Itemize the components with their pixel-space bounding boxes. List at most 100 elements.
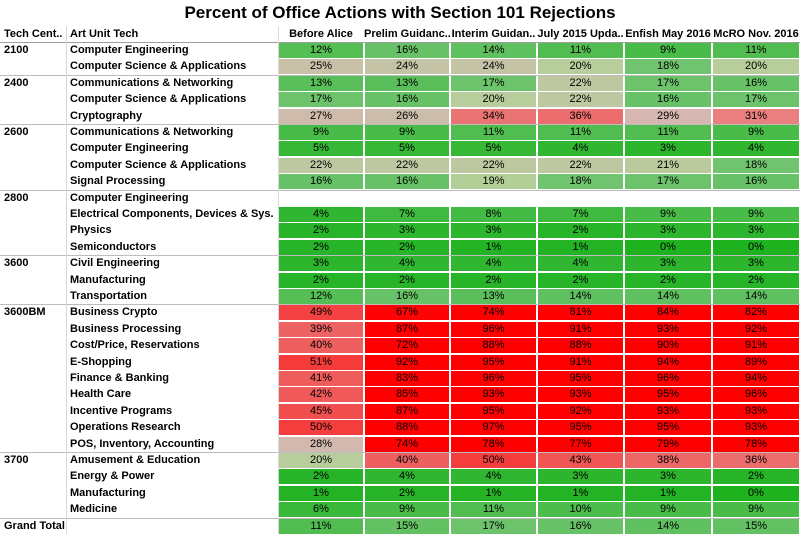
column-header: Enfish May 2016 xyxy=(625,28,711,40)
heatmap-cell xyxy=(625,190,711,206)
art-unit-label: Physics xyxy=(70,224,112,237)
heatmap-cell: 9% xyxy=(713,125,799,140)
group-divider xyxy=(0,255,800,257)
group-divider xyxy=(0,452,800,453)
heatmap-cell: 12% xyxy=(279,43,363,58)
heatmap-cell: 36% xyxy=(538,108,623,124)
heatmap-cell xyxy=(365,190,449,206)
heatmap-cell: 4% xyxy=(451,469,536,485)
heatmap-cell: 10% xyxy=(538,502,623,518)
heatmap-cell: 22% xyxy=(279,157,363,173)
tech-center-label: 2400 xyxy=(4,76,29,89)
tech-center-label: 2800 xyxy=(4,191,29,204)
heatmap-cell: 3% xyxy=(279,256,363,272)
heatmap-cell: 95% xyxy=(538,420,623,436)
heatmap-cell: 92% xyxy=(365,354,449,370)
art-unit-label: E-Shopping xyxy=(70,355,132,368)
heatmap-cell: 20% xyxy=(538,59,623,75)
heatmap-cell: 3% xyxy=(538,469,623,485)
heatmap-cell: 11% xyxy=(538,125,623,140)
heatmap-cell: 28% xyxy=(279,436,363,452)
heatmap-cell: 9% xyxy=(365,125,449,140)
column-header: Interim Guidan.. xyxy=(451,28,536,40)
header-art-unit: Art Unit Tech xyxy=(70,28,139,40)
heatmap-cell: 21% xyxy=(625,157,711,173)
heatmap-cell: 14% xyxy=(538,289,623,304)
heatmap-cell: 91% xyxy=(538,321,623,337)
heatmap-cell: 87% xyxy=(365,403,449,419)
heatmap-cell: 3% xyxy=(451,223,536,239)
heatmap-cell: 0% xyxy=(713,239,799,255)
heatmap-cell: 88% xyxy=(365,420,449,436)
art-unit-label: Civil Engineering xyxy=(70,257,160,270)
heatmap-cell: 16% xyxy=(625,92,711,108)
heatmap-cell: 91% xyxy=(538,354,623,370)
art-unit-label: POS, Inventory, Accounting xyxy=(70,437,215,450)
heatmap-cell: 50% xyxy=(451,453,536,468)
group-divider xyxy=(0,124,800,125)
heatmap-cell: 22% xyxy=(538,92,623,108)
heatmap-cell: 26% xyxy=(365,108,449,124)
heatmap-cell: 1% xyxy=(279,485,363,501)
heatmap-cell: 84% xyxy=(625,305,711,321)
heatmap-cell: 9% xyxy=(279,125,363,140)
heatmap-cell: 4% xyxy=(279,207,363,222)
heatmap-cell: 17% xyxy=(451,75,536,91)
heatmap-cell: 90% xyxy=(625,338,711,354)
heatmap-cell: 72% xyxy=(365,338,449,354)
heatmap-cell: 74% xyxy=(451,305,536,321)
heatmap-cell: 16% xyxy=(365,174,449,190)
heatmap-cell: 93% xyxy=(713,420,799,436)
heatmap-cell: 3% xyxy=(625,141,711,157)
heatmap-cell: 91% xyxy=(713,338,799,354)
heatmap-cell: 3% xyxy=(625,469,711,485)
heatmap-cell: 51% xyxy=(279,354,363,370)
heatmap-cell: 11% xyxy=(713,43,799,58)
heatmap-cell: 96% xyxy=(625,371,711,386)
art-unit-label: Communications & Networking xyxy=(70,76,234,89)
heatmap-cell: 15% xyxy=(365,518,449,534)
tech-center-label: 2100 xyxy=(4,44,29,56)
group-divider xyxy=(0,517,800,519)
heatmap-cell: 22% xyxy=(538,157,623,173)
heatmap-cell: 3% xyxy=(713,223,799,239)
heatmap-cell: 94% xyxy=(713,371,799,386)
heatmap-cell: 18% xyxy=(538,174,623,190)
heatmap-cell: 74% xyxy=(365,436,449,452)
heatmap-cell: 20% xyxy=(713,59,799,75)
header-tech-center: Tech Cent.. xyxy=(4,28,63,40)
group-divider xyxy=(0,74,800,76)
heatmap-cell: 41% xyxy=(279,371,363,386)
heatmap-cell: 2% xyxy=(538,223,623,239)
heatmap-cell: 17% xyxy=(279,92,363,108)
heatmap-cell: 2% xyxy=(279,469,363,485)
column-header: July 2015 Upda.. xyxy=(537,28,624,40)
heatmap-cell: 4% xyxy=(451,256,536,272)
heatmap-cell: 82% xyxy=(713,305,799,321)
chart-title: Percent of Office Actions with Section 1… xyxy=(184,3,616,22)
heatmap-cell: 2% xyxy=(279,223,363,239)
heatmap-cell xyxy=(279,190,363,206)
tech-center-label: 2600 xyxy=(4,126,29,138)
art-unit-label: Cost/Price, Reservations xyxy=(70,339,200,352)
grand-total-label: Grand Total xyxy=(4,519,65,532)
heatmap-cell: 14% xyxy=(451,43,536,58)
art-unit-label: Finance & Banking xyxy=(70,372,170,384)
column-divider xyxy=(278,26,279,534)
heatmap-cell: 5% xyxy=(365,141,449,157)
heatmap-cell: 14% xyxy=(625,518,711,534)
heatmap-cell: 2% xyxy=(451,272,536,288)
heatmap-cell: 14% xyxy=(625,289,711,304)
heatmap-cell: 40% xyxy=(279,338,363,354)
heatmap-cell: 13% xyxy=(365,75,449,91)
heatmap-cell: 4% xyxy=(365,256,449,272)
heatmap-cell: 2% xyxy=(365,272,449,288)
heatmap-cell: 6% xyxy=(279,502,363,518)
heatmap-cell: 24% xyxy=(365,59,449,75)
heatmap-cell: 2% xyxy=(279,239,363,255)
group-divider xyxy=(0,189,800,191)
art-unit-label: Computer Science & Applications xyxy=(70,158,247,171)
heatmap-cell: 22% xyxy=(538,75,623,91)
heatmap-cell: 1% xyxy=(538,485,623,501)
art-unit-label: Computer Engineering xyxy=(70,191,189,204)
